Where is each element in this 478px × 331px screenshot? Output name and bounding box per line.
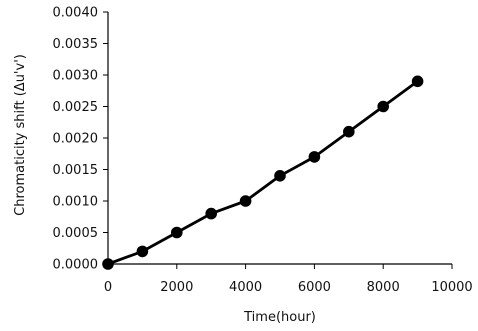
series-line: [107, 80, 419, 266]
y-tick-label: 0.0020: [53, 132, 99, 147]
x-tick-label: 2000: [160, 280, 193, 295]
x-axis-ticks: 0 2000 4000 6000 8000 10000: [104, 264, 473, 295]
x-tick-label: 0: [104, 280, 112, 295]
y-tick-label: 0.0040: [53, 6, 99, 21]
y-axis-ticks: 0.0000 0.0005 0.0010 0.0015 0.0020 0.0025 0.00…: [53, 6, 108, 273]
data-point: [343, 125, 355, 138]
data-point: [274, 170, 286, 182]
series-group: [102, 75, 424, 270]
y-tick-label: 0.0030: [53, 69, 99, 84]
x-axis-title: Time(hour): [243, 310, 316, 325]
data-point: [308, 151, 321, 163]
y-tick-label: 0.0005: [53, 226, 99, 241]
data-point: [239, 195, 252, 207]
data-point: [205, 207, 217, 220]
y-tick-label: 0.0000: [53, 258, 99, 273]
data-point: [377, 100, 390, 113]
y-tick-label: 0.0025: [53, 100, 99, 115]
x-tick-label: 10000: [431, 280, 472, 295]
y-tick-label: 0.0015: [53, 163, 99, 178]
data-point: [171, 226, 183, 239]
data-point: [136, 245, 149, 258]
x-tick-label: 6000: [298, 280, 331, 295]
x-tick-label: 8000: [367, 280, 400, 295]
data-point: [411, 75, 424, 88]
data-point: [102, 258, 114, 270]
y-tick-label: 0.0010: [53, 195, 99, 210]
x-tick-label: 4000: [229, 280, 262, 295]
y-tick-label: 0.0035: [53, 37, 99, 52]
y-axis-title: Chromaticity shift (Δu'v'): [13, 54, 28, 216]
